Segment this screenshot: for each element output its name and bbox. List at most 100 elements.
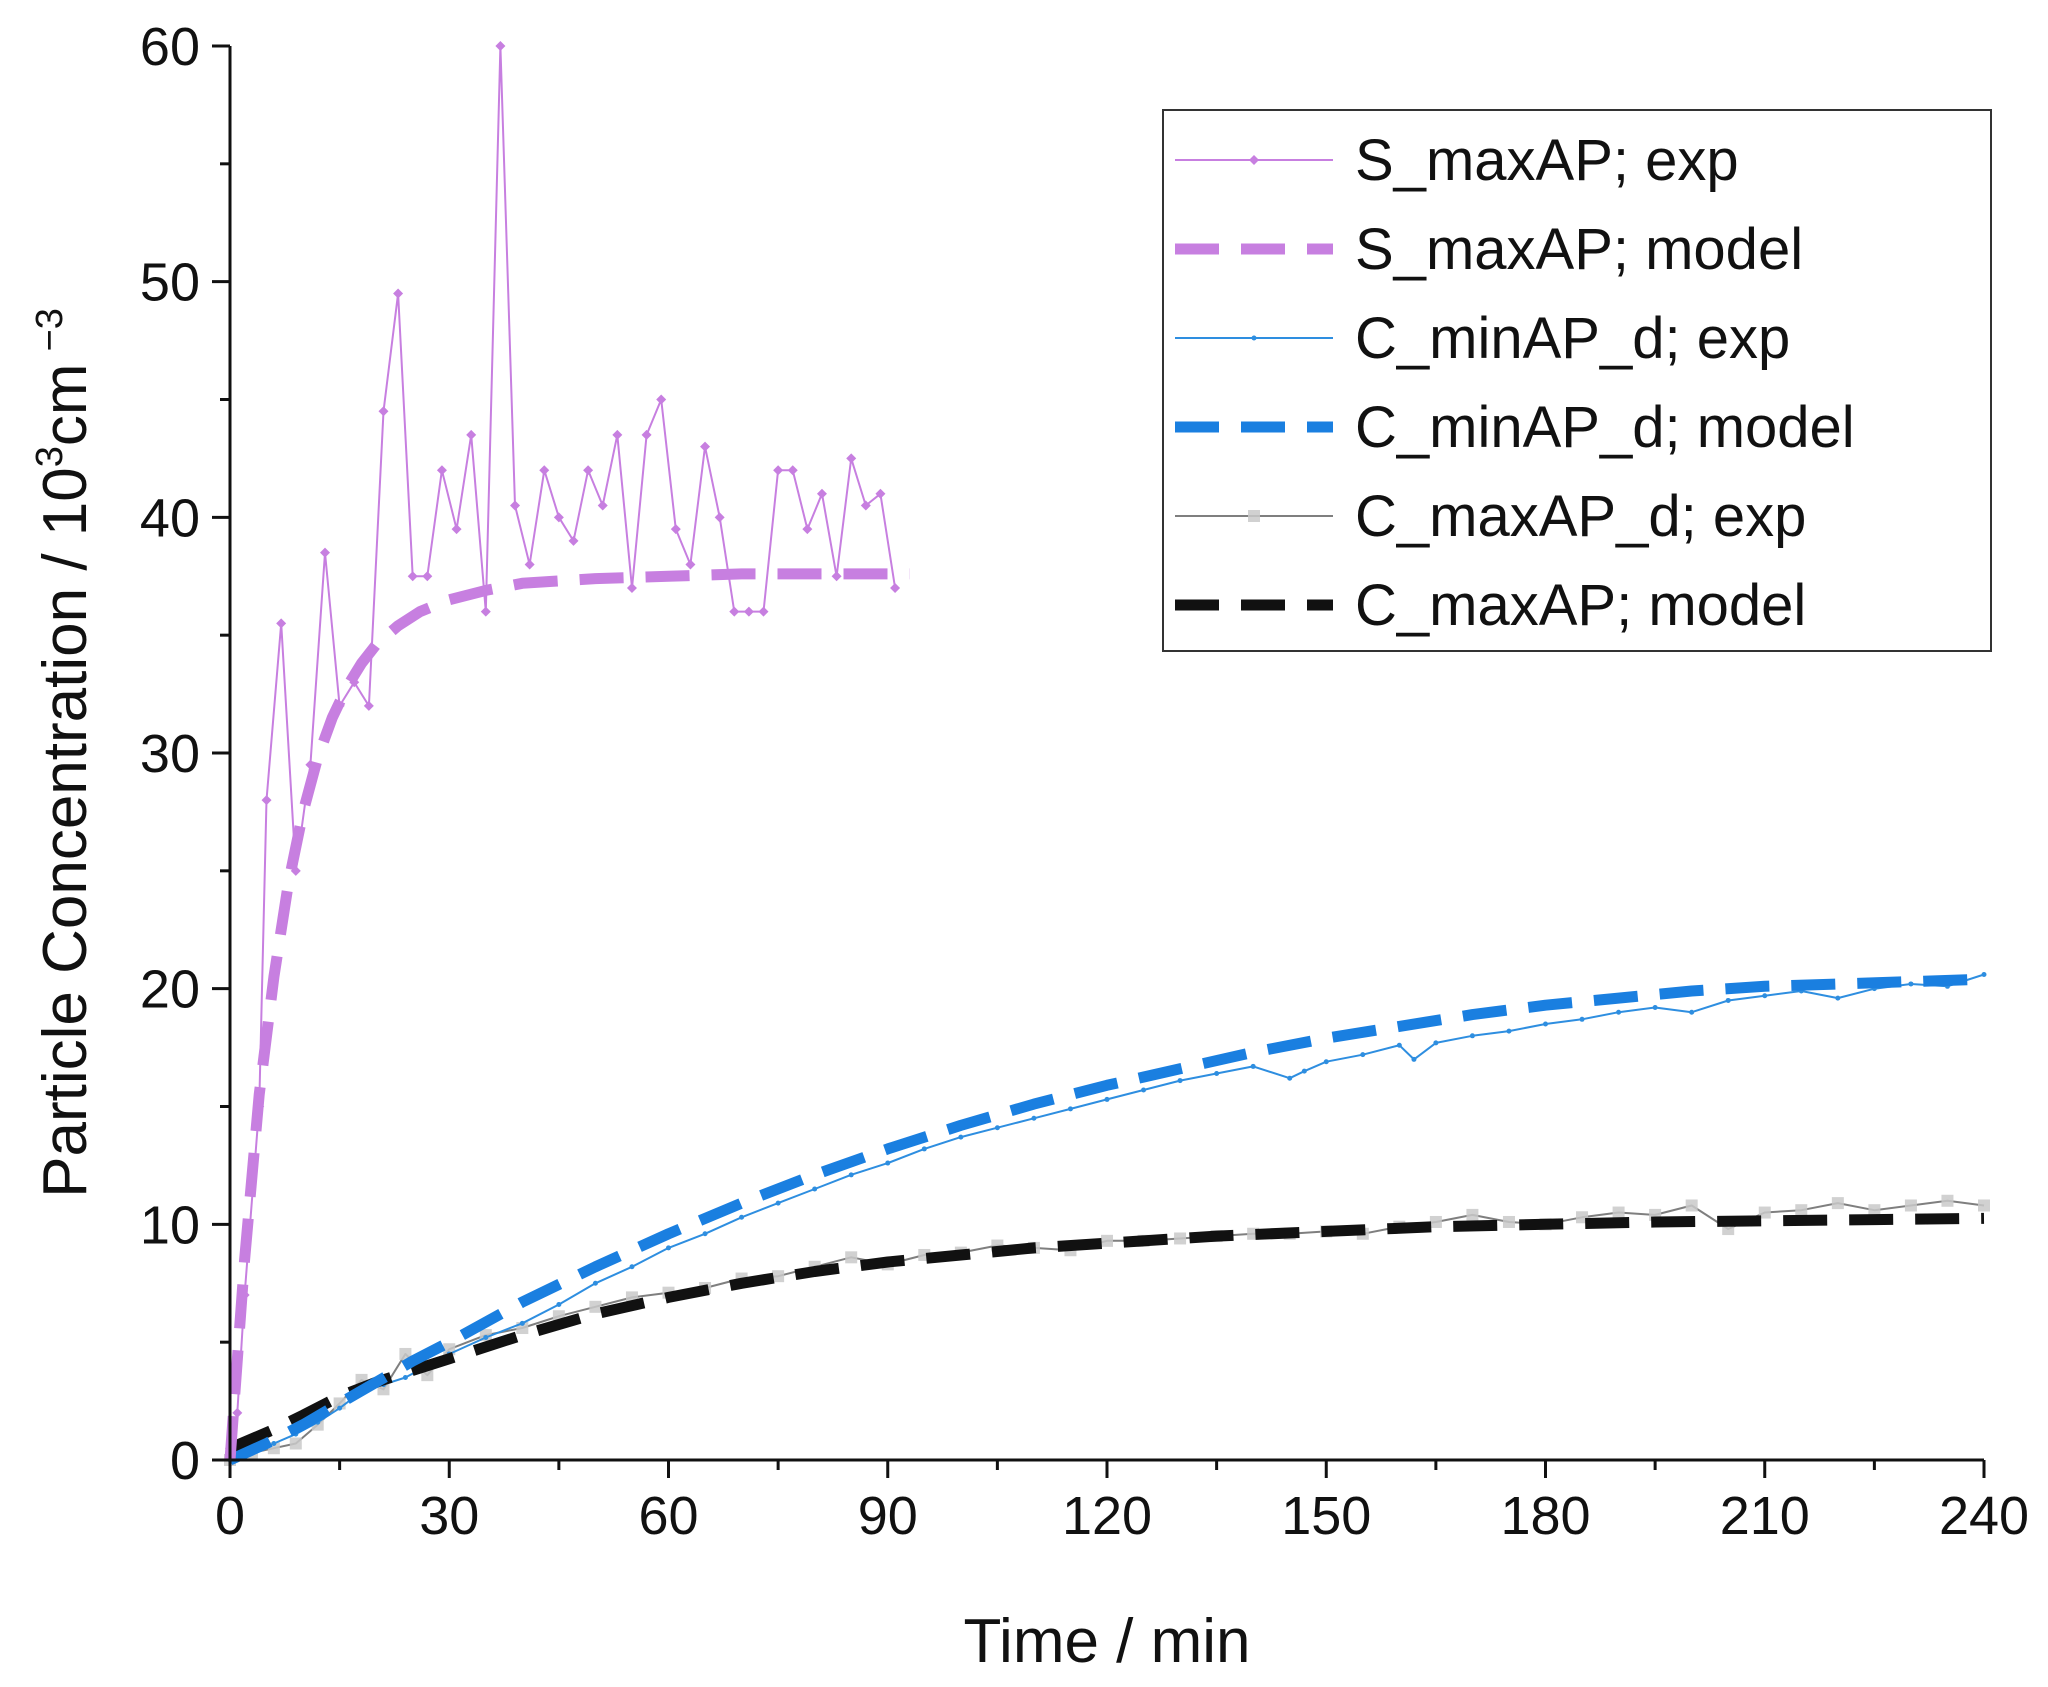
data-point (402, 1375, 408, 1381)
series-line (229, 45, 897, 1449)
data-point (1579, 1016, 1585, 1022)
data-point (1067, 1106, 1073, 1112)
y-axis-title: Particle Concentration / 103cm −3 (29, 308, 100, 1198)
data-point (510, 500, 521, 511)
data-point (641, 429, 652, 440)
data-point (407, 571, 418, 582)
data-point (846, 453, 857, 464)
legend-item-c-maxap-model: C_maxAP; model (1175, 573, 1806, 638)
data-point (363, 700, 374, 711)
data-point (1396, 1042, 1402, 1048)
y-axis-title-sup: 3 (29, 446, 71, 467)
data-point (702, 1231, 708, 1237)
data-point (1411, 1056, 1417, 1062)
data-point (700, 441, 711, 452)
data-point (612, 429, 623, 440)
data-point (1214, 1071, 1220, 1077)
data-point (320, 547, 331, 558)
data-point (480, 606, 491, 617)
data-point (773, 465, 784, 476)
y-axis-title-main: Particle Concentration / 10 (31, 467, 100, 1198)
x-tick-label: 240 (1939, 1486, 2029, 1546)
data-point (1868, 1204, 1881, 1217)
data-point (539, 465, 550, 476)
data-point (816, 488, 827, 499)
data-point (1323, 1059, 1329, 1065)
data-point (1248, 510, 1260, 522)
data-point (1502, 1215, 1515, 1228)
y-tick-label: 10 (140, 1195, 200, 1255)
x-tick-label: 180 (1500, 1486, 1590, 1546)
data-point (495, 41, 506, 51)
data-point (1360, 1052, 1366, 1058)
data-point (739, 1214, 745, 1220)
legend-label: S_maxAP; exp (1355, 128, 1739, 193)
data-point (1725, 997, 1731, 1003)
legend-label: C_minAP_d; exp (1355, 306, 1790, 371)
data-point (802, 524, 813, 535)
data-point (921, 1146, 927, 1152)
legend-item-c-minap-d-model: C_minAP_d; model (1175, 395, 1855, 460)
data-point (994, 1125, 1000, 1131)
data-point (422, 571, 433, 582)
data-point (1031, 1115, 1037, 1121)
data-point (772, 1270, 785, 1283)
data-point (1249, 155, 1259, 165)
legend-item-c-minap-d-exp: C_minAP_d; exp (1175, 306, 1790, 371)
data-point (289, 1437, 302, 1450)
y-tick-label: 20 (140, 960, 200, 1020)
data-point (729, 606, 740, 617)
data-point (378, 406, 389, 417)
data-point (629, 1264, 635, 1270)
data-point (685, 559, 696, 570)
data-point (597, 500, 608, 511)
x-tick-label: 210 (1720, 1486, 1810, 1546)
legend: S_maxAP; exp S_maxAP; model C_minAP_d; exp… (1162, 109, 1992, 652)
data-point (1612, 1206, 1625, 1219)
y-tick-label: 0 (170, 1431, 200, 1491)
data-point (399, 1347, 412, 1360)
data-point (656, 394, 667, 405)
data-point (845, 1251, 858, 1264)
data-point (568, 535, 579, 546)
series-s-maxap-model (224, 568, 910, 1461)
data-point (1141, 1087, 1147, 1093)
x-tick-label: 60 (638, 1486, 698, 1546)
data-point (1981, 972, 1987, 978)
series-c-maxap-d-exp (224, 1194, 1990, 1466)
legend-label: C_minAP_d; model (1355, 395, 1855, 460)
y-tick-label: 60 (140, 17, 200, 77)
series-line (224, 568, 910, 1461)
data-point (1466, 1208, 1479, 1221)
data-point (483, 1334, 489, 1340)
legend-box (1162, 109, 1992, 652)
data-point (890, 583, 901, 594)
data-point (1429, 1215, 1442, 1228)
data-point (1689, 1009, 1695, 1015)
series-s-maxap-exp (225, 41, 901, 1454)
data-point (1543, 1021, 1548, 1027)
x-tick-label: 150 (1281, 1486, 1371, 1546)
data-point (831, 571, 842, 582)
data-point (775, 1200, 781, 1206)
data-point (666, 1245, 671, 1251)
data-point (714, 512, 725, 523)
legend-item-s-maxap-exp: S_maxAP; exp (1175, 128, 1739, 193)
data-point (1506, 1028, 1512, 1034)
y-tick-label: 30 (140, 724, 200, 784)
data-point (1941, 1194, 1954, 1207)
x-tick-label: 0 (215, 1486, 245, 1546)
data-point (1758, 1206, 1771, 1219)
data-point (276, 618, 287, 629)
data-point (1978, 1199, 1990, 1212)
data-point (860, 500, 871, 511)
legend-items: S_maxAP; exp S_maxAP; model C_minAP_d; exp… (1175, 128, 1855, 638)
legend-label: C_maxAP; model (1355, 573, 1806, 638)
legend-label: C_maxAP_d; exp (1355, 484, 1806, 549)
data-point (524, 559, 535, 570)
data-point (337, 1405, 343, 1411)
series-layer (224, 41, 1990, 1466)
data-point (1762, 993, 1768, 999)
data-point (556, 1301, 562, 1307)
